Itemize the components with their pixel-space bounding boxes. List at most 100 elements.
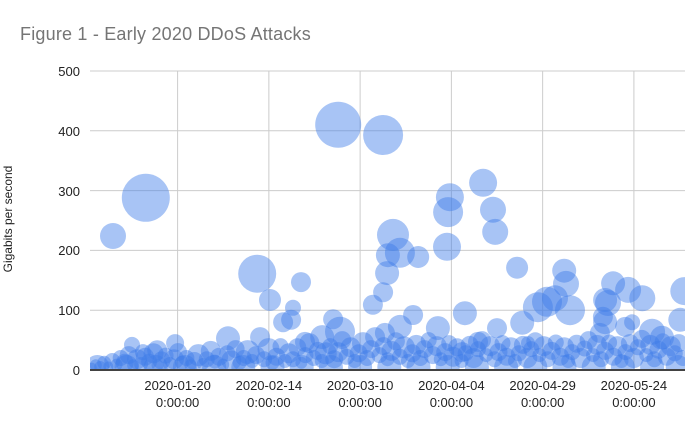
bubble-small [169, 343, 187, 362]
bubble-small [305, 350, 322, 366]
bubble-small [660, 336, 681, 357]
bubble-small [103, 361, 114, 370]
bubble-small [221, 350, 242, 370]
bubble-small [90, 355, 110, 370]
bubble-small [196, 358, 209, 370]
bubble [542, 285, 568, 312]
bubble-small [359, 350, 376, 366]
bubble-small [639, 348, 654, 363]
bubble-small [250, 327, 271, 348]
bubble-small [473, 331, 491, 350]
bubble-small [489, 343, 508, 362]
bubble-small [526, 332, 545, 351]
bubble-small [299, 333, 320, 354]
bubble-small [184, 359, 197, 370]
y-tick-label: 200 [58, 243, 80, 259]
bubble-small [338, 348, 355, 365]
bubble-small [470, 341, 486, 358]
bubble [373, 282, 394, 303]
bubble-small [510, 345, 527, 362]
bubble-small [420, 332, 437, 349]
bubble-small [665, 355, 685, 370]
bubble [487, 318, 507, 339]
bubble-small [219, 345, 236, 362]
bubble-small [614, 354, 629, 368]
bubble [452, 301, 477, 326]
bubble [670, 277, 685, 306]
bubble-small [328, 342, 349, 363]
bubble-small [579, 331, 598, 350]
bubble-small [649, 340, 668, 359]
bubble-small [657, 347, 676, 366]
x-tick-label: 2020-01-20 0:00:00 [128, 377, 228, 411]
bubble-small [570, 348, 591, 368]
x-tick-time: 0:00:00 [612, 395, 656, 410]
bubble-small [112, 350, 129, 366]
bubble-small [552, 355, 577, 370]
bubble-small [532, 348, 547, 363]
bubble [384, 237, 415, 268]
bubble [166, 334, 185, 353]
bubble-small [523, 341, 540, 358]
bubble-small [235, 350, 252, 366]
bubble-small [391, 348, 408, 365]
bubble [468, 331, 488, 352]
bubble-small [157, 347, 174, 364]
bubble-small [517, 348, 538, 368]
y-tick-label: 400 [58, 123, 80, 139]
bubble-small [433, 352, 448, 367]
bubble-small [143, 343, 164, 364]
bubble-small [513, 335, 532, 354]
bubble-small [277, 354, 292, 368]
bubble [555, 295, 585, 326]
bubble-small [267, 347, 286, 366]
bubble-small [380, 352, 395, 367]
bubble [285, 299, 301, 316]
bubble [273, 312, 294, 333]
bubble-small [289, 355, 314, 370]
x-tick-time: 0:00:00 [247, 395, 291, 410]
bubble-small [278, 343, 299, 364]
bubble-small [175, 355, 189, 370]
bubble-small [217, 358, 230, 370]
bubble-small [114, 355, 139, 370]
bubble [100, 223, 126, 249]
y-tick-label: 100 [58, 303, 80, 319]
bubble-small [127, 349, 148, 370]
bubble-small [333, 331, 352, 350]
bubble [510, 310, 535, 335]
bubble [147, 340, 168, 361]
bubble-small [232, 355, 247, 370]
bubble-small [94, 361, 107, 370]
bubble-small [143, 355, 168, 370]
y-tick-label: 0 [72, 363, 80, 378]
bubble [375, 261, 400, 286]
bubble-small [226, 340, 245, 359]
x-tick-label: 2020-04-04 0:00:00 [401, 377, 501, 411]
bubble-small [564, 344, 581, 361]
bubble-small [400, 354, 415, 368]
bubble [480, 196, 506, 223]
bubble-small [448, 338, 467, 357]
x-tick-date: 2020-04-29 [509, 378, 576, 393]
bubble-small [256, 351, 273, 368]
bubble-small [646, 351, 663, 368]
bubble-small [604, 347, 623, 366]
bubble-small [576, 340, 593, 357]
bubble [216, 326, 240, 351]
bubble [532, 286, 562, 317]
x-tick-label: 2020-02-14 0:00:00 [219, 377, 319, 411]
bubble-small [587, 334, 607, 355]
x-tick-date: 2020-05-24 [600, 378, 668, 393]
bubble-small [110, 358, 123, 370]
bubble-small [285, 351, 301, 368]
x-tick-date: 2020-02-14 [235, 378, 303, 393]
bubble-small [464, 355, 489, 370]
bubble [615, 316, 636, 337]
bubble-small [412, 350, 429, 366]
bubble-small [318, 355, 343, 370]
bubble [425, 316, 450, 341]
bubble-small [162, 357, 177, 370]
bubble-small [486, 351, 503, 368]
bubble-small [90, 359, 102, 370]
